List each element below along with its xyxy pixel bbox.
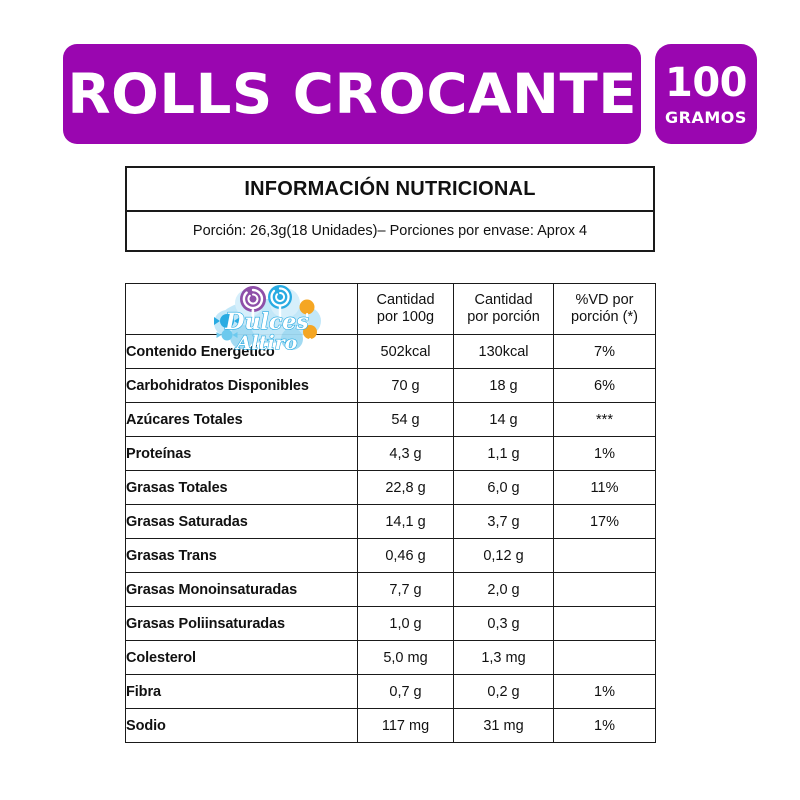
net-weight-badge: 100 GRAMOS [655,44,757,144]
nutrient-name: Contenido Energético [125,334,358,369]
nutrient-vd: 17% [553,504,656,539]
table-row: Grasas Saturadas 14,1 g 3,7 g 17% [125,504,656,539]
nutrient-name: Grasas Totales [125,470,358,505]
header-vd-line2: porción (*) [571,309,638,325]
nutrient-name: Grasas Poliinsaturadas [125,606,358,641]
header-per-100g-line2: por 100g [376,309,435,325]
nutrition-info-box: INFORMACIÓN NUTRICIONAL Porción: 26,3g(1… [125,166,655,252]
header-per-100g-line1: Cantidad [376,291,435,308]
nutrient-name: Colesterol [125,640,358,675]
nutrition-info-heading: INFORMACIÓN NUTRICIONAL [127,168,653,212]
nutrient-vd [553,572,656,607]
header-per-portion-line1: Cantidad [474,291,533,308]
nutrient-vd: 1% [553,436,656,471]
product-header-banner: ROLLS CROCANTE 100 GRAMOS [0,44,800,144]
nutrient-per-100g: 502kcal [357,334,454,369]
nutrient-per-100g: 4,3 g [357,436,454,471]
table-row: Fibra 0,7 g 0,2 g 1% [125,674,656,709]
nutrition-table-body: Cantidad por 100g Cantidad por porción %… [125,283,656,743]
nutrient-vd: *** [553,402,656,437]
nutrient-name: Carbohidratos Disponibles [125,368,358,403]
nutrient-per-100g: 54 g [357,402,454,437]
nutrient-per-100g: 1,0 g [357,606,454,641]
nutrient-per-100g: 5,0 mg [357,640,454,675]
header-per-portion-line2: por porción [467,309,540,325]
nutrition-facts-table: Cantidad por 100g Cantidad por porción %… [125,283,656,743]
nutrient-per-100g: 22,8 g [357,470,454,505]
table-row: Sodio 117 mg 31 mg 1% [125,708,656,743]
nutrient-name: Sodio [125,708,358,743]
nutrient-per-portion: 0,12 g [453,538,554,573]
nutrient-vd [553,538,656,573]
nutrient-per-100g: 14,1 g [357,504,454,539]
nutrition-table-wrapper: Cantidad por 100g Cantidad por porción %… [125,283,656,743]
page-title: ROLLS CROCANTE [67,61,637,126]
table-row: Contenido Energético 502kcal 130kcal 7% [125,334,656,369]
nutrient-vd: 1% [553,708,656,743]
nutrient-name: Azúcares Totales [125,402,358,437]
nutrient-vd: 1% [553,674,656,709]
nutrient-vd: 7% [553,334,656,369]
portion-info-text: Porción: 26,3g(18 Unidades)– Porciones p… [192,223,588,239]
nutrient-per-portion: 14 g [453,402,554,437]
table-row: Grasas Totales 22,8 g 6,0 g 11% [125,470,656,505]
nutrient-vd: 6% [553,368,656,403]
nutrient-per-portion: 6,0 g [453,470,554,505]
nutrient-per-portion: 1,3 mg [453,640,554,675]
nutrient-per-portion: 0,3 g [453,606,554,641]
nutrient-name: Proteínas [125,436,358,471]
table-row: Azúcares Totales 54 g 14 g *** [125,402,656,437]
nutrient-name: Grasas Monoinsaturadas [125,572,358,607]
table-row: Grasas Monoinsaturadas 7,7 g 2,0 g [125,572,656,607]
nutrient-per-100g: 0,46 g [357,538,454,573]
nutrient-vd [553,606,656,641]
table-row: Carbohidratos Disponibles 70 g 18 g 6% [125,368,656,403]
table-row: Grasas Poliinsaturadas 1,0 g 0,3 g [125,606,656,641]
nutrient-per-100g: 7,7 g [357,572,454,607]
table-row: Grasas Trans 0,46 g 0,12 g [125,538,656,573]
nutrient-vd [553,640,656,675]
product-title-bar: ROLLS CROCANTE [63,44,641,144]
nutrient-per-portion: 130kcal [453,334,554,369]
nutrient-per-portion: 0,2 g [453,674,554,709]
net-weight-unit: GRAMOS [665,107,747,127]
nutrient-per-100g: 70 g [357,368,454,403]
nutrient-per-100g: 0,7 g [357,674,454,709]
nutrient-per-100g: 117 mg [357,708,454,743]
nutrient-per-portion: 2,0 g [453,572,554,607]
nutrient-name: Grasas Trans [125,538,358,573]
nutrient-per-portion: 1,1 g [453,436,554,471]
nutrient-vd: 11% [553,470,656,505]
net-weight-value: 100 [665,59,748,106]
table-row: Colesterol 5,0 mg 1,3 mg [125,640,656,675]
table-row: Proteínas 4,3 g 1,1 g 1% [125,436,656,471]
nutrient-name: Grasas Saturadas [125,504,358,539]
header-vd-line1: %VD por [575,291,634,308]
table-header-row: Cantidad por 100g Cantidad por porción %… [125,283,656,335]
nutrient-per-portion: 3,7 g [453,504,554,539]
header-cell-per-portion: Cantidad por porción [453,283,554,335]
nutrient-name: Fibra [125,674,358,709]
header-cell-per-100g: Cantidad por 100g [357,283,454,335]
nutrient-per-portion: 31 mg [453,708,554,743]
nutrient-per-portion: 18 g [453,368,554,403]
header-cell-nutrient [125,283,358,335]
header-cell-vd: %VD por porción (*) [553,283,656,335]
